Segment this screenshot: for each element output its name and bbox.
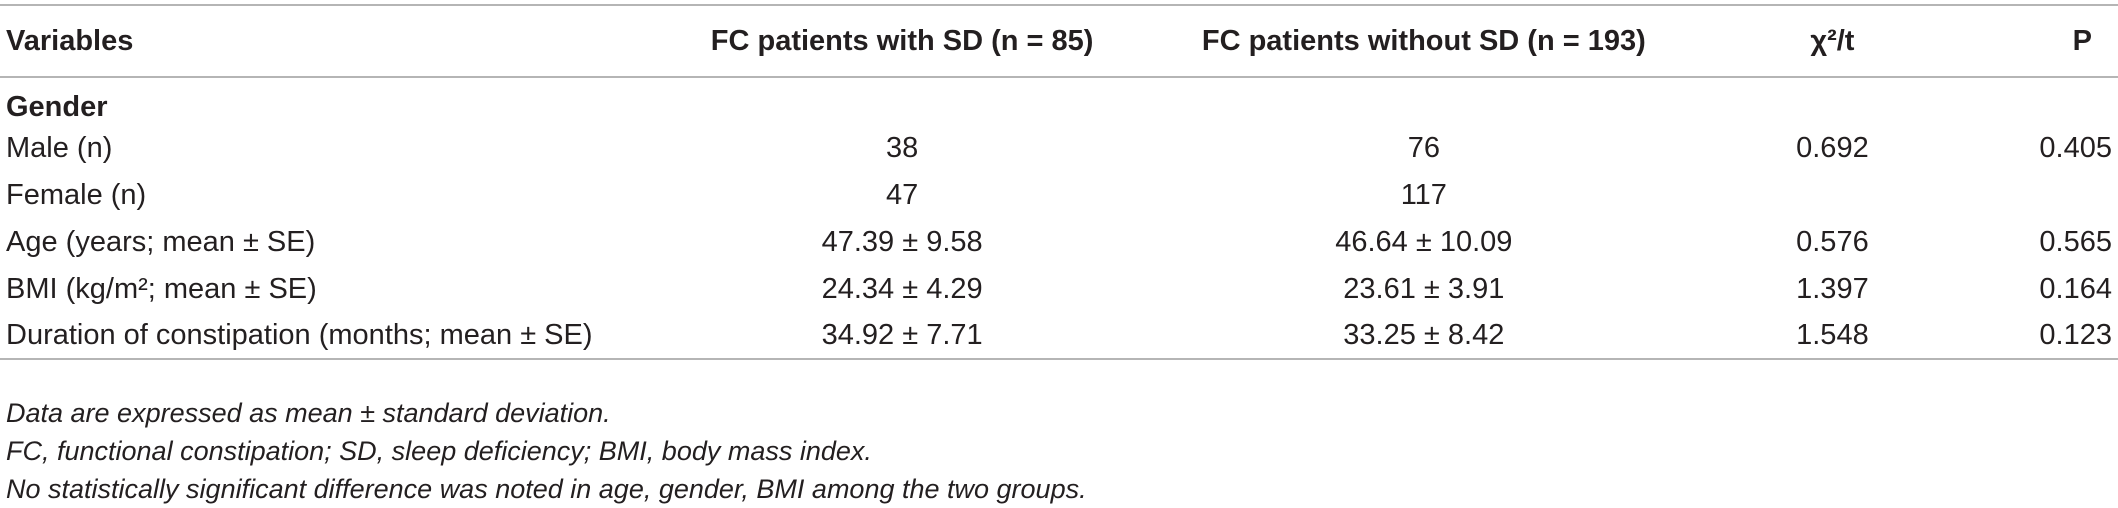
cell-p: 0.123 — [2039, 319, 2112, 351]
table-row: Duration of constipation (months; mean ±… — [0, 312, 2118, 359]
header-without-sd: FC patients without SD (n = 193) — [1201, 25, 1646, 57]
row-label: Male (n) — [6, 131, 113, 164]
cell-stat: 0.576 — [1796, 225, 1869, 258]
cell-with-sd: 47 — [885, 178, 919, 211]
header-with-sd: FC patients with SD (n = 85) — [710, 25, 1094, 57]
cell-with-sd: 38 — [885, 131, 919, 164]
section-label-gender: Gender — [6, 91, 108, 123]
cell-stat: 1.397 — [1796, 272, 1869, 305]
cell-stat — [1739, 171, 1927, 218]
footnote: FC, functional constipation; SD, sleep d… — [6, 436, 872, 466]
row-label: Duration of constipation (months; mean ±… — [6, 319, 593, 351]
header-p: P — [2072, 25, 2092, 57]
footnote: Data are expressed as mean ± standard de… — [6, 398, 611, 428]
table-row: Female (n) 47 117 — [0, 171, 2118, 218]
data-table: Variables FC patients with SD (n = 85) F… — [0, 4, 2118, 360]
cell-p: 0.164 — [2039, 272, 2112, 305]
footnote: No statistically significant difference … — [6, 474, 1087, 504]
cell-p: 0.405 — [2039, 131, 2112, 164]
cell-p — [1926, 171, 2118, 218]
cell-without-sd: 76 — [1407, 131, 1440, 164]
cell-stat: 1.548 — [1796, 319, 1869, 351]
cell-with-sd: 47.39 ± 9.58 — [821, 225, 983, 258]
row-label: Age (years; mean ± SE) — [6, 225, 316, 258]
table-row: BMI (kg/m²; mean ± SE) 24.34 ± 4.29 23.6… — [0, 265, 2118, 312]
cell-without-sd: 23.61 ± 3.91 — [1343, 272, 1505, 305]
cell-with-sd: 24.34 ± 4.29 — [821, 272, 983, 305]
cell-without-sd: 33.25 ± 8.42 — [1343, 319, 1505, 351]
row-label: Female (n) — [6, 178, 147, 211]
table-footnotes: Data are expressed as mean ± standard de… — [6, 394, 1087, 508]
cell-without-sd: 117 — [1400, 178, 1447, 211]
header-stat: χ²/t — [1810, 25, 1855, 57]
section-row-gender: Gender — [0, 77, 2118, 124]
cell-without-sd: 46.64 ± 10.09 — [1335, 225, 1513, 258]
table-row: Age (years; mean ± SE) 47.39 ± 9.58 46.6… — [0, 218, 2118, 265]
header-row: Variables FC patients with SD (n = 85) F… — [0, 5, 2118, 77]
cell-stat: 0.692 — [1796, 131, 1869, 164]
row-label: BMI (kg/m²; mean ± SE) — [6, 272, 317, 305]
cell-p: 0.565 — [2039, 225, 2112, 258]
table-row: Male (n) 38 76 0.692 0.405 — [0, 124, 2118, 171]
cell-with-sd: 34.92 ± 7.71 — [821, 319, 983, 351]
header-variables: Variables — [6, 25, 134, 57]
